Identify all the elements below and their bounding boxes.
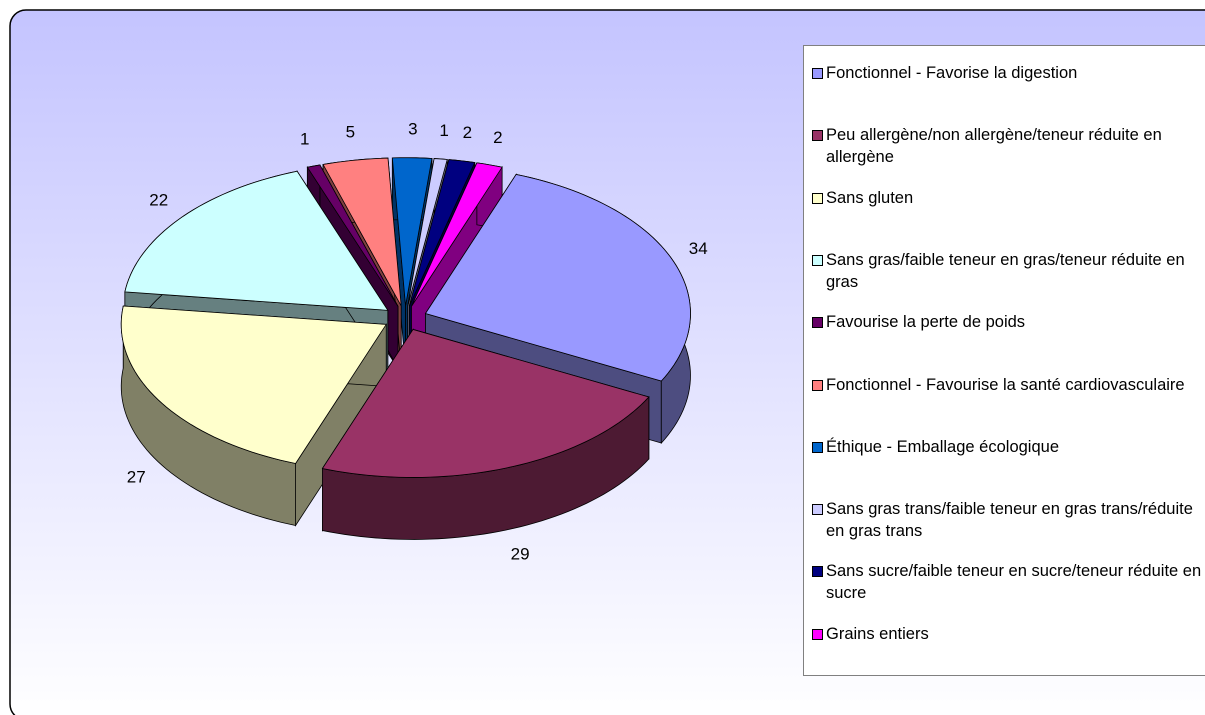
legend-swatch bbox=[812, 379, 823, 391]
legend-label: Grains entiers bbox=[826, 624, 929, 643]
legend-label: Favourise la perte de poids bbox=[826, 313, 1026, 332]
legend-label: Sans gluten bbox=[826, 188, 914, 207]
data-label: 3 bbox=[408, 120, 417, 139]
legend-label: Sans gras/faible teneur en gras/teneur r… bbox=[826, 250, 1185, 291]
legend-item: Sans sucre/faible teneur en sucre/teneur… bbox=[812, 560, 1205, 604]
slice bbox=[120, 305, 387, 464]
legend-item: Peu allergène/non allergène/teneur rédui… bbox=[812, 124, 1205, 168]
legend-item: Sans gras trans/faible teneur en gras tr… bbox=[812, 498, 1205, 542]
legend-item: Éthique - Emballage écologique bbox=[812, 436, 1205, 458]
legend-swatch bbox=[812, 130, 823, 142]
data-label: 29 bbox=[511, 544, 530, 563]
legend-swatch bbox=[812, 628, 823, 640]
legend-swatch bbox=[812, 504, 823, 516]
legend-item: Sans gras/faible teneur en gras/teneur r… bbox=[812, 249, 1205, 293]
slice bbox=[424, 173, 691, 382]
slice bbox=[321, 328, 650, 478]
slice bbox=[120, 305, 387, 527]
data-label: 5 bbox=[346, 122, 355, 141]
slice bbox=[124, 170, 389, 311]
slice bbox=[322, 157, 402, 307]
legend-swatch bbox=[812, 317, 823, 329]
legend: Fonctionnel - Favorise la digestion Peu a… bbox=[803, 45, 1205, 676]
legend-item: Favourise la perte de poids bbox=[812, 311, 1205, 333]
legend-swatch bbox=[812, 192, 823, 204]
slice bbox=[321, 328, 650, 540]
legend-swatch bbox=[812, 254, 823, 266]
data-label: 2 bbox=[493, 128, 502, 147]
data-label: 34 bbox=[689, 239, 708, 258]
legend-swatch bbox=[812, 566, 823, 578]
data-label: 1 bbox=[300, 129, 309, 148]
legend-label: Sans sucre/faible teneur en sucre/teneur… bbox=[826, 562, 1202, 603]
legend-label: Fonctionnel - Favorise la digestion bbox=[826, 64, 1078, 82]
legend-label: Sans gras trans/faible teneur en gras tr… bbox=[826, 500, 1193, 541]
legend-item: Fonctionnel - Favourise la santé cardiov… bbox=[812, 374, 1205, 396]
legend-item: Grains entiers bbox=[812, 623, 1205, 645]
slice bbox=[411, 162, 503, 307]
legend-label: Peu allergène/non allergène/teneur rédui… bbox=[826, 126, 1162, 167]
slice bbox=[407, 158, 448, 306]
slice bbox=[391, 157, 433, 306]
slice bbox=[306, 164, 399, 307]
legend-item: Sans gluten bbox=[812, 187, 1205, 209]
legend-item: Fonctionnel - Favorise la digestion bbox=[812, 62, 1205, 84]
legend-swatch bbox=[812, 441, 823, 453]
legend-label: Éthique - Emballage écologique bbox=[826, 437, 1059, 456]
slice bbox=[408, 159, 476, 307]
data-label: 2 bbox=[463, 123, 472, 142]
data-label: 27 bbox=[127, 468, 146, 487]
data-label: 1 bbox=[439, 121, 448, 140]
data-label: 22 bbox=[149, 190, 168, 209]
legend-swatch bbox=[812, 68, 823, 79]
legend-label: Fonctionnel - Favourise la santé cardiov… bbox=[826, 375, 1185, 394]
